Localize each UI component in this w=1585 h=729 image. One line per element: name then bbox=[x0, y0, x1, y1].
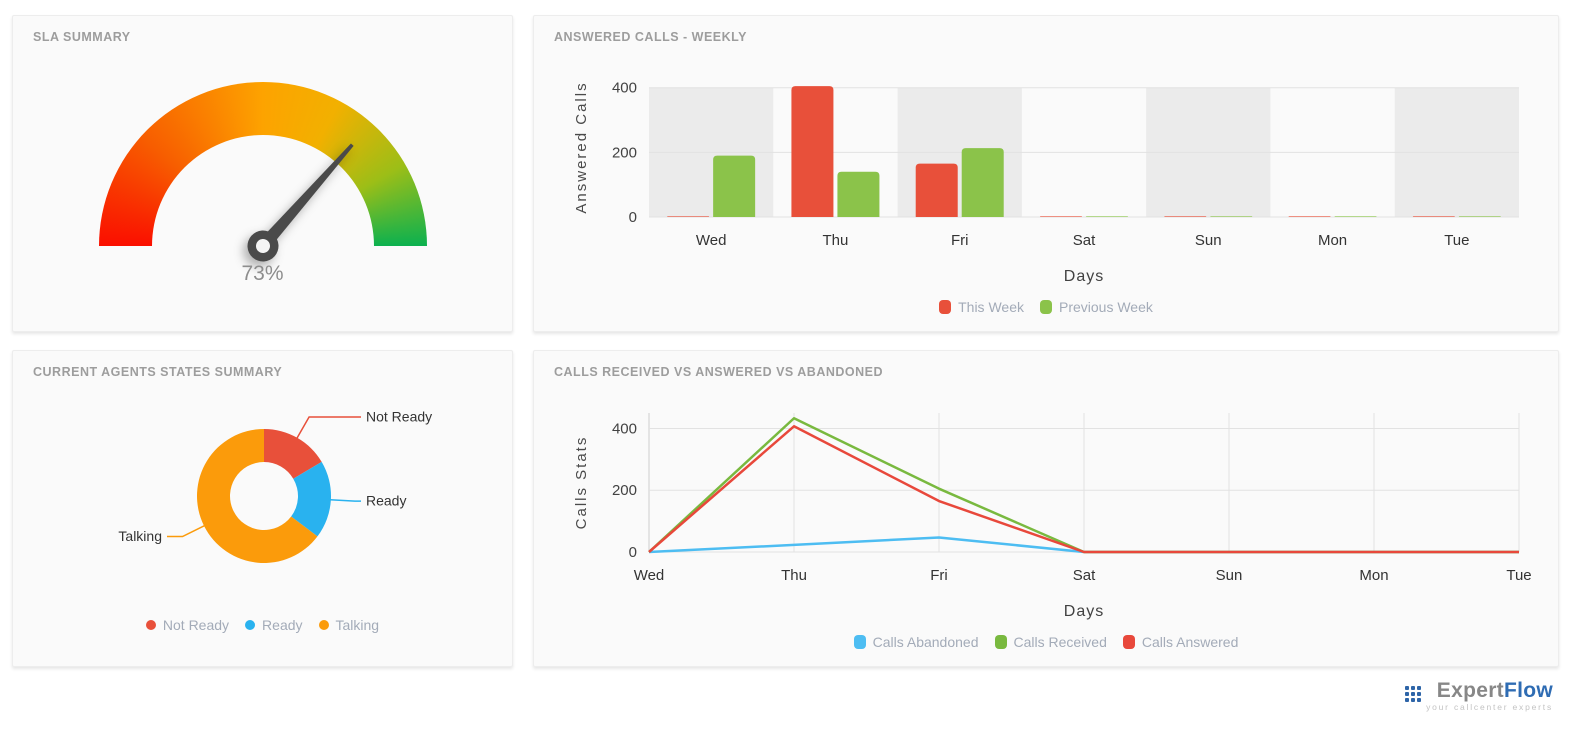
legend-label: Calls Abandoned bbox=[872, 634, 979, 650]
svg-text:Mon: Mon bbox=[1359, 567, 1388, 584]
legend-label: Not Ready bbox=[162, 617, 230, 633]
legend-marker bbox=[853, 635, 866, 649]
gauge-needle bbox=[247, 143, 354, 262]
legend-label: Previous Week bbox=[1058, 299, 1153, 315]
svg-text:Thu: Thu bbox=[822, 232, 848, 249]
legend-marker bbox=[318, 620, 329, 630]
donut-chart-legend: Not Ready Ready Talking bbox=[13, 617, 512, 633]
svg-text:Wed: Wed bbox=[634, 567, 665, 584]
panel-answered-calls-weekly: ANSWERED CALLS - WEEKLY 0 200 400 Wed Thu Fri… bbox=[533, 15, 1559, 332]
svg-text:400: 400 bbox=[612, 80, 637, 97]
brand-expert: Expert bbox=[1436, 679, 1504, 702]
svg-text:0: 0 bbox=[629, 209, 637, 226]
svg-text:200: 200 bbox=[612, 144, 637, 161]
legend-label: Calls Answered bbox=[1141, 634, 1239, 650]
svg-text:Fri: Fri bbox=[951, 232, 969, 249]
agents-states-title: CURRENT AGENTS STATES SUMMARY bbox=[33, 365, 283, 379]
legend-marker bbox=[245, 620, 256, 630]
legend-item-calls-abandoned[interactable]: Calls Abandoned bbox=[853, 634, 979, 650]
legend-label: Ready bbox=[262, 617, 303, 633]
legend-marker bbox=[994, 635, 1007, 649]
svg-text:400: 400 bbox=[612, 420, 637, 437]
svg-text:200: 200 bbox=[612, 482, 637, 499]
svg-text:Sat: Sat bbox=[1073, 232, 1096, 249]
svg-text:Tue: Tue bbox=[1444, 232, 1469, 249]
svg-text:Mon: Mon bbox=[1318, 232, 1347, 249]
panel-agents-states: CURRENT AGENTS STATES SUMMARY Not Ready R… bbox=[12, 350, 513, 667]
line-chart-legend: Calls Abandoned Calls Received Calls Answe… bbox=[534, 634, 1558, 650]
brand-tagline: your callcenter experts bbox=[1426, 702, 1553, 712]
panel-sla-summary: SLA SUMMARY 73% bbox=[12, 15, 513, 332]
legend-marker bbox=[939, 300, 952, 314]
svg-text:0: 0 bbox=[629, 544, 637, 561]
svg-text:Not Ready: Not Ready bbox=[366, 408, 432, 424]
svg-text:Calls Stats: Calls Stats bbox=[573, 436, 590, 530]
brand-flow: Flow bbox=[1503, 679, 1553, 702]
legend-item-talking[interactable]: Talking bbox=[318, 617, 380, 633]
logo-grid-icon bbox=[1405, 686, 1422, 702]
donut-chart-canvas: Not Ready Ready Talking bbox=[118, 408, 432, 563]
svg-text:Talking: Talking bbox=[118, 528, 162, 544]
legend-item-ready[interactable]: Ready bbox=[245, 617, 303, 633]
legend-label: Talking bbox=[335, 617, 380, 633]
legend-item-calls-received[interactable]: Calls Received bbox=[994, 634, 1107, 650]
legend-label: Calls Received bbox=[1013, 634, 1107, 650]
gauge-value: 73% bbox=[241, 262, 284, 285]
svg-text:Fri: Fri bbox=[930, 567, 948, 584]
legend-marker bbox=[1122, 635, 1135, 649]
svg-text:Sun: Sun bbox=[1195, 232, 1222, 249]
bar-chart-legend: This Week Previous Week bbox=[534, 299, 1558, 315]
legend-item-calls-answered[interactable]: Calls Answered bbox=[1122, 634, 1239, 650]
svg-text:Days: Days bbox=[1064, 603, 1104, 620]
expertflow-logo: ExpertFlow your callcenter experts bbox=[1405, 680, 1553, 712]
svg-text:Ready: Ready bbox=[366, 493, 406, 509]
svg-text:Thu: Thu bbox=[781, 567, 807, 584]
calls-comparison-title: CALLS RECEIVED VS ANSWERED VS ABANDONED bbox=[554, 365, 884, 379]
svg-text:Wed: Wed bbox=[696, 232, 727, 249]
svg-text:Days: Days bbox=[1064, 268, 1104, 285]
legend-item-this-week[interactable]: This Week bbox=[939, 299, 1024, 315]
bar-chart-canvas: 0 200 400 Wed Thu Fri Sat Sun Mon Tue Answered Cal… bbox=[573, 80, 1519, 285]
legend-marker bbox=[145, 620, 156, 630]
sla-summary-title: SLA SUMMARY bbox=[33, 30, 131, 44]
line-chart-canvas: 0 200 400 Wed Thu Fri Sat Sun Mon Tue Calls Stats D… bbox=[573, 413, 1532, 620]
panel-calls-comparison: CALLS RECEIVED VS ANSWERED VS ABANDONED … bbox=[533, 350, 1559, 667]
svg-text:Sat: Sat bbox=[1073, 567, 1096, 584]
legend-item-not-ready[interactable]: Not Ready bbox=[145, 617, 230, 633]
legend-item-previous-week[interactable]: Previous Week bbox=[1039, 299, 1153, 315]
svg-text:Answered Calls: Answered Calls bbox=[573, 81, 590, 213]
svg-text:Sun: Sun bbox=[1216, 567, 1243, 584]
legend-marker bbox=[1039, 300, 1052, 314]
answered-calls-title: ANSWERED CALLS - WEEKLY bbox=[554, 30, 747, 44]
legend-label: This Week bbox=[958, 299, 1024, 315]
svg-text:Tue: Tue bbox=[1506, 567, 1531, 584]
